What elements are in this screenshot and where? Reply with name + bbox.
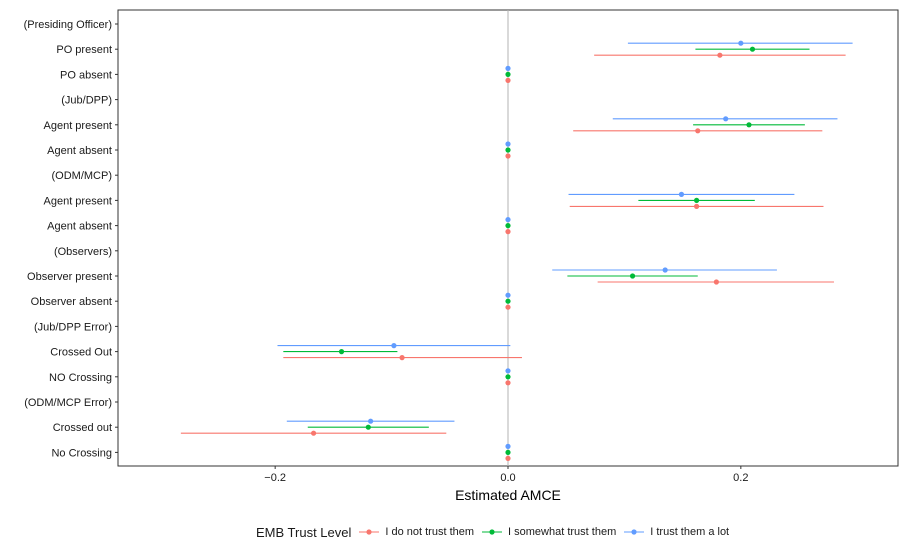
- y-tick-label: PO present: [56, 44, 112, 56]
- x-axis: −0.2 0.0 0.2: [264, 466, 748, 484]
- estimate-point: [310, 430, 317, 436]
- estimate-point: [368, 418, 374, 424]
- legend-key-point: [631, 529, 637, 535]
- y-tick-label: Crossed out: [53, 422, 112, 434]
- estimate-point: [505, 455, 511, 461]
- y-tick-label: (Jub/DPP): [61, 95, 112, 107]
- legend-label: I somewhat trust them: [508, 526, 617, 538]
- estimate-point: [505, 229, 511, 235]
- legend-key: [482, 529, 503, 535]
- x-axis-label: Estimated AMCE: [455, 487, 561, 503]
- estimate-point: [693, 197, 700, 203]
- y-tick-label: (ODM/MCP): [52, 170, 113, 182]
- legend-key-point: [489, 529, 495, 535]
- estimate-point: [391, 343, 397, 349]
- y-tick-label: PO absent: [60, 69, 112, 81]
- estimate-point: [505, 71, 511, 77]
- legend-item: I somewhat trust them: [480, 526, 616, 538]
- estimate-point: [505, 449, 511, 455]
- estimate-point: [713, 279, 719, 285]
- estimate-point: [678, 191, 685, 197]
- estimate-point: [505, 77, 511, 83]
- estimate-point: [505, 292, 511, 298]
- estimate-point: [505, 223, 511, 229]
- y-tick-label: Agent absent: [47, 221, 112, 233]
- x-tick-label: 0.0: [500, 472, 515, 484]
- legend-key: [359, 529, 380, 535]
- y-tick-label: Agent present: [44, 120, 113, 132]
- estimate-point: [505, 380, 511, 386]
- estimate-point: [505, 374, 511, 380]
- estimate-point: [505, 368, 511, 374]
- estimate-point: [505, 153, 511, 159]
- legend-label: I do not trust them: [385, 526, 475, 538]
- estimate-point: [723, 116, 729, 122]
- y-tick-label: Observer present: [27, 271, 112, 283]
- estimate-point: [505, 298, 511, 304]
- estimate-point: [746, 122, 752, 128]
- y-tick-label: Agent absent: [47, 145, 112, 157]
- estimate-point: [505, 141, 511, 147]
- estimate-point: [695, 128, 701, 134]
- estimate-point: [338, 349, 345, 355]
- estimate-point: [365, 424, 371, 430]
- series-group: [180, 52, 846, 461]
- y-tick-label: No Crossing: [51, 447, 112, 459]
- estimate-point: [505, 217, 511, 223]
- y-tick-label: (Observers): [54, 246, 112, 258]
- legend-item: I trust them a lot: [622, 526, 729, 538]
- legend-key-point: [366, 529, 372, 535]
- estimate-marks: [180, 40, 853, 461]
- series-group: [277, 40, 853, 449]
- x-tick-label: −0.2: [264, 472, 286, 484]
- estimate-point: [505, 65, 511, 71]
- series-group: [283, 46, 810, 455]
- estimate-point: [693, 203, 700, 209]
- estimate-point: [738, 40, 744, 46]
- legend-label: I trust them a lot: [650, 526, 730, 538]
- legend-key: [624, 529, 645, 535]
- estimate-point: [749, 46, 756, 52]
- estimate-point: [505, 304, 511, 310]
- legend-item: I do not trust them: [357, 526, 474, 538]
- estimate-point: [505, 147, 511, 153]
- y-tick-label: NO Crossing: [49, 372, 112, 384]
- legend: EMB Trust Level I do not trust them I som…: [256, 524, 735, 540]
- y-tick-label: (Jub/DPP Error): [34, 321, 112, 333]
- y-tick-label: Crossed Out: [50, 347, 112, 359]
- legend-title: EMB Trust Level: [256, 524, 352, 540]
- y-tick-label: Agent present: [44, 195, 113, 207]
- estimate-point: [399, 355, 405, 361]
- y-tick-label: Observer absent: [31, 296, 112, 308]
- y-tick-label: (Presiding Officer): [24, 19, 112, 31]
- estimate-point: [662, 267, 668, 273]
- x-tick-label: 0.2: [733, 472, 748, 484]
- legend-items: I do not trust them I somewhat trust them…: [357, 526, 735, 538]
- estimate-point: [505, 443, 511, 449]
- estimate-point: [717, 52, 723, 58]
- y-axis: (Presiding Officer) PO present PO absent (J…: [24, 19, 118, 459]
- estimate-point: [629, 273, 636, 279]
- y-tick-label: (ODM/MCP Error): [24, 397, 112, 409]
